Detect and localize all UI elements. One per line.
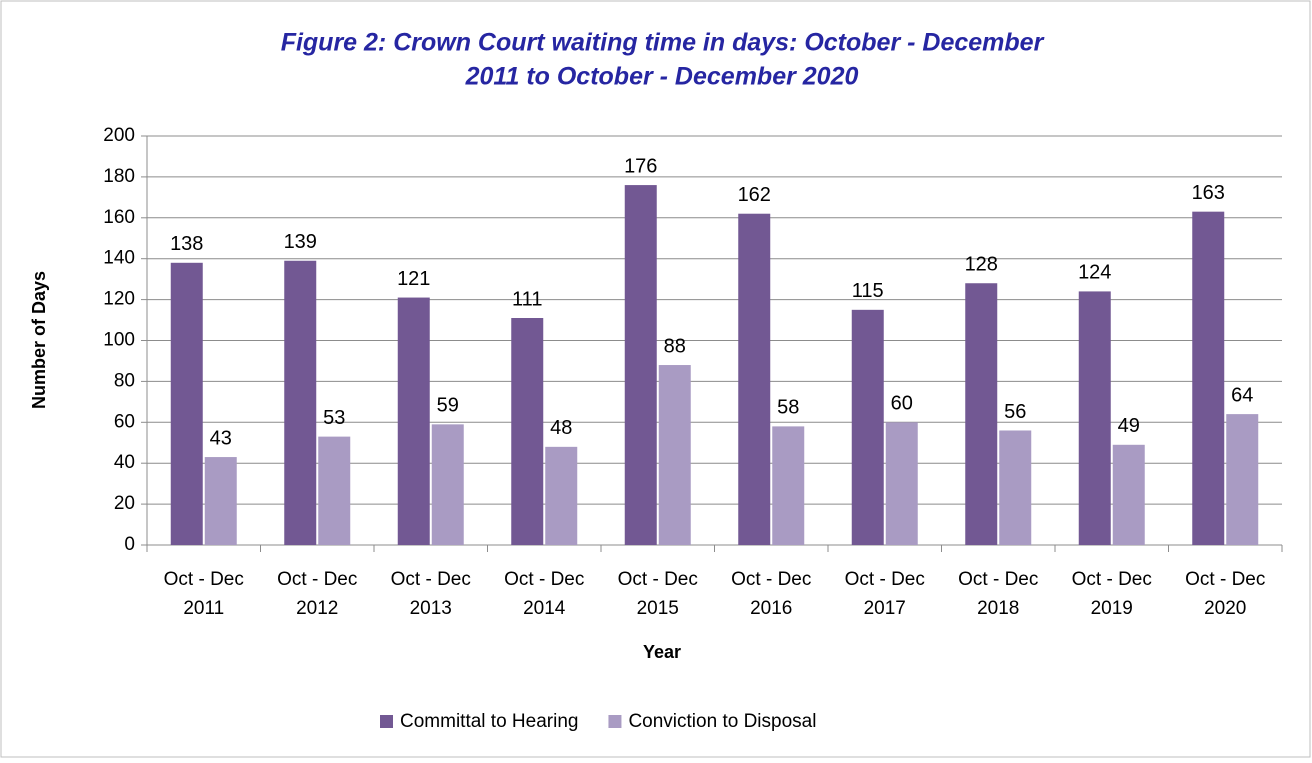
bar <box>284 260 317 545</box>
bar <box>431 424 464 545</box>
y-tick-label: 0 <box>124 534 135 555</box>
bar <box>204 457 237 545</box>
x-tick-label: Oct - Dec <box>391 569 471 590</box>
x-tick-label: Oct - Dec <box>958 569 1038 590</box>
bar <box>511 318 544 545</box>
chart-title: Figure 2: Crown Court waiting time in da… <box>281 29 1045 57</box>
bar <box>738 213 771 545</box>
data-label: 162 <box>738 184 771 206</box>
bar <box>545 446 578 545</box>
bar <box>999 430 1032 545</box>
data-label: 58 <box>777 397 799 419</box>
data-label: 49 <box>1118 415 1140 437</box>
x-tick-label: Oct - Dec <box>164 569 244 590</box>
legend-label: Committal to Hearing <box>400 711 578 732</box>
x-tick-label: Oct - Dec <box>1072 569 1152 590</box>
legend-label: Conviction to Disposal <box>628 711 816 732</box>
x-tick-label: 2016 <box>750 598 792 619</box>
data-label: 124 <box>1078 262 1111 284</box>
x-tick-label: Oct - Dec <box>618 569 698 590</box>
bar <box>965 283 998 545</box>
bar <box>624 185 657 545</box>
bar <box>1192 211 1225 546</box>
data-label: 138 <box>170 233 203 255</box>
data-label: 115 <box>852 280 884 302</box>
x-tick-label: 2013 <box>410 598 452 619</box>
y-tick-label: 160 <box>103 207 135 228</box>
bar <box>1078 291 1111 545</box>
y-tick-label: 60 <box>114 411 135 432</box>
data-label: 88 <box>664 335 686 357</box>
data-label: 53 <box>323 407 345 429</box>
y-tick-label: 20 <box>114 493 135 514</box>
legend-swatch <box>608 715 622 728</box>
bar <box>397 297 430 545</box>
bar <box>772 426 805 545</box>
legend-swatch <box>380 715 393 728</box>
x-tick-label: 2018 <box>977 598 1019 619</box>
x-tick-label: 2020 <box>1204 598 1246 619</box>
data-label: 176 <box>624 155 657 177</box>
bar <box>658 365 691 545</box>
bar <box>318 436 351 545</box>
x-tick-label: Oct - Dec <box>1185 569 1265 590</box>
x-tick-label: 2012 <box>296 598 338 619</box>
x-tick-label: Oct - Dec <box>277 569 357 590</box>
data-label: 60 <box>891 393 913 415</box>
data-label: 139 <box>284 231 317 253</box>
data-label: 111 <box>512 288 542 310</box>
y-tick-label: 100 <box>103 330 135 351</box>
x-tick-label: Oct - Dec <box>845 569 925 590</box>
chart-title: 2011 to October - December 2020 <box>465 63 859 91</box>
y-tick-label: 140 <box>103 248 135 269</box>
y-tick-label: 180 <box>103 166 135 187</box>
y-tick-label: 200 <box>103 125 135 146</box>
bar <box>170 262 203 545</box>
x-tick-label: 2019 <box>1091 598 1133 619</box>
data-label: 59 <box>437 395 459 417</box>
x-axis-label: Year <box>643 642 681 662</box>
x-tick-label: 2014 <box>523 598 566 619</box>
data-label: 128 <box>965 254 998 276</box>
bar <box>885 422 918 545</box>
x-tick-label: Oct - Dec <box>731 569 811 590</box>
data-label: 163 <box>1192 182 1225 204</box>
y-axis-label: Number of Days <box>29 271 49 409</box>
x-tick-label: 2015 <box>637 598 679 619</box>
y-tick-label: 120 <box>103 289 135 310</box>
y-tick-label: 40 <box>114 452 135 473</box>
data-label: 64 <box>1231 384 1253 406</box>
x-tick-label: 2017 <box>864 598 906 619</box>
bar <box>1112 444 1145 545</box>
x-tick-label: 2011 <box>183 598 224 619</box>
bar <box>1226 414 1259 545</box>
data-label: 56 <box>1004 401 1026 423</box>
data-label: 48 <box>550 417 572 439</box>
data-label: 43 <box>210 427 232 449</box>
data-label: 121 <box>397 268 430 290</box>
bar <box>851 309 884 545</box>
x-tick-label: Oct - Dec <box>504 569 584 590</box>
y-tick-label: 80 <box>114 370 135 391</box>
